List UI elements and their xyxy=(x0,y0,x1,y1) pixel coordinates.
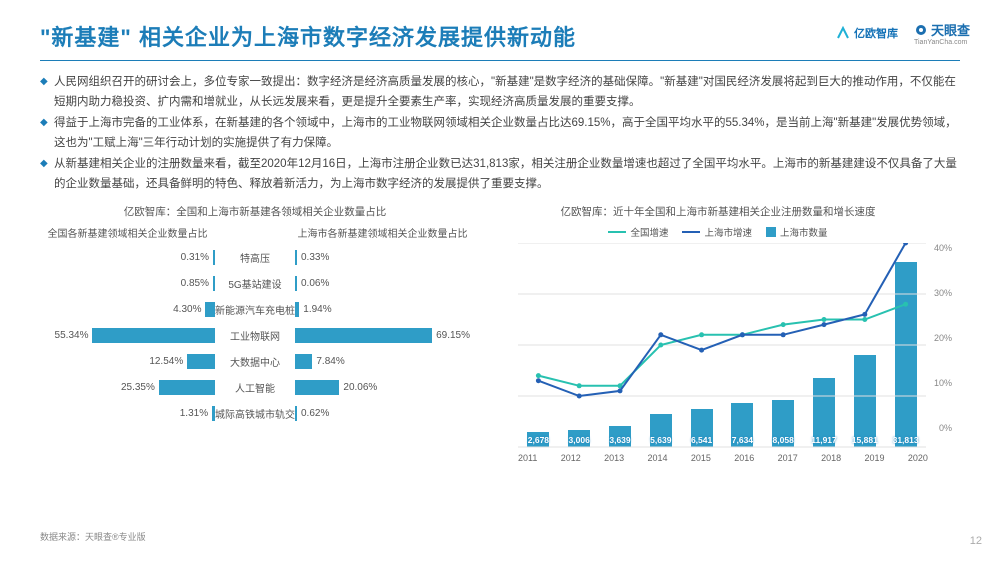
body-bullets: 人民网组织召开的研讨会上，多位专家一致提出：数字经济是经济高质量发展的核心，"新… xyxy=(40,73,960,194)
data-source: 数据来源：天眼查®专业版 xyxy=(40,530,146,543)
logo-yiou: 亿欧智库 xyxy=(836,25,898,41)
bullet-item: 从新基建相关企业的注册数量来看，截至2020年12月16日，上海市注册企业数已达… xyxy=(40,155,960,194)
right-chart-legend: 全国增速 上海市增速 上海市数量 xyxy=(488,225,948,239)
header-divider xyxy=(40,60,960,61)
hbar-row: 12.54%大数据中心7.84% xyxy=(40,348,470,374)
hbar-row: 55.34%工业物联网69.15% xyxy=(40,322,470,348)
hbar-row: 0.31%特高压0.33% xyxy=(40,244,470,270)
right-chart-title: 亿欧智库：近十年全国和上海市新基建相关企业注册数量和增长速度 xyxy=(488,204,948,219)
hbar-row: 0.85%5G基站建设0.06% xyxy=(40,270,470,296)
bullet-item: 得益于上海市完备的工业体系，在新基建的各个领域中，上海市的工业物联网领域相关企业… xyxy=(40,114,960,153)
left-chart-title: 亿欧智库：全国和上海市新基建各领域相关企业数量占比 xyxy=(40,204,470,219)
left-chart-header-right: 上海市各新基建领域相关企业数量占比 xyxy=(295,225,470,240)
page-title: "新基建" 相关企业为上海市数字经济发展提供新动能 xyxy=(40,20,576,52)
page-number: 12 xyxy=(970,535,982,547)
hbar-row: 1.31%城际高铁城市轨交0.62% xyxy=(40,400,470,426)
hbar-row: 25.35%人工智能20.06% xyxy=(40,374,470,400)
logo-tianyancha: 天眼查 TianYanCha.com xyxy=(914,20,970,46)
hbar-row: 4.30%新能源汽车充电桩1.94% xyxy=(40,296,470,322)
left-chart: 亿欧智库：全国和上海市新基建各领域相关企业数量占比 全国各新基建领域相关企业数量… xyxy=(40,204,470,463)
left-chart-header-left: 全国各新基建领域相关企业数量占比 xyxy=(40,225,215,240)
bullet-item: 人民网组织召开的研讨会上，多位专家一致提出：数字经济是经济高质量发展的核心，"新… xyxy=(40,73,960,112)
logos: 亿欧智库 天眼查 TianYanCha.com xyxy=(836,20,970,46)
right-chart: 亿欧智库：近十年全国和上海市新基建相关企业注册数量和增长速度 全国增速 上海市增… xyxy=(488,204,948,463)
